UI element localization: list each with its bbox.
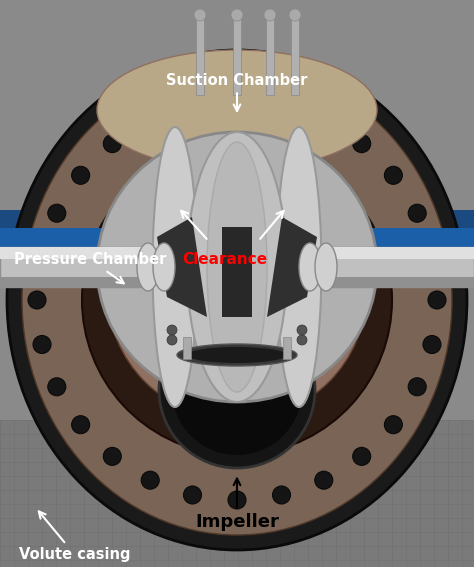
Circle shape [273,486,291,504]
Ellipse shape [107,160,367,420]
Circle shape [384,416,402,434]
Circle shape [297,335,307,345]
Ellipse shape [276,127,321,407]
Bar [233,15,241,95]
Bar [222,227,252,317]
Ellipse shape [299,243,321,291]
Ellipse shape [315,243,337,291]
Circle shape [353,134,371,153]
Wedge shape [82,146,229,454]
Circle shape [228,91,246,109]
Ellipse shape [153,127,198,407]
PathPatch shape [267,217,317,317]
Circle shape [141,111,159,129]
Circle shape [264,9,276,21]
Circle shape [183,96,201,114]
Ellipse shape [187,132,287,402]
Ellipse shape [137,243,159,291]
Circle shape [72,166,90,184]
Text: Suction Chamber: Suction Chamber [166,73,308,111]
Bar [0,265,474,287]
Bar [0,247,150,287]
Circle shape [273,96,291,114]
Circle shape [141,471,159,489]
Ellipse shape [97,50,377,170]
Ellipse shape [187,347,287,363]
Circle shape [289,9,301,21]
Text: Pressure Chamber: Pressure Chamber [14,252,166,284]
Ellipse shape [7,50,467,550]
Ellipse shape [97,132,377,402]
Circle shape [48,378,66,396]
Circle shape [33,336,51,353]
Circle shape [28,291,46,309]
Circle shape [423,247,441,264]
Ellipse shape [153,243,175,291]
Text: Impeller: Impeller [195,479,279,531]
Circle shape [103,447,121,466]
Circle shape [353,447,371,466]
Bar [0,210,474,285]
Circle shape [315,471,333,489]
Circle shape [423,336,441,353]
Bar [196,15,204,95]
PathPatch shape [157,217,207,317]
Circle shape [167,325,177,335]
Bar [324,277,474,287]
Text: Clearance: Clearance [182,252,268,267]
Circle shape [72,416,90,434]
Bar [0,247,150,259]
Ellipse shape [177,344,297,366]
Circle shape [103,134,121,153]
Bar [266,15,274,95]
Circle shape [172,325,302,455]
Bar [324,247,474,287]
Bar [0,210,35,285]
Bar [283,337,291,359]
Bar [0,228,474,260]
Circle shape [408,204,426,222]
Bar [291,15,299,95]
Circle shape [159,312,315,468]
Bar [439,210,474,285]
Circle shape [167,335,177,345]
Circle shape [297,325,307,335]
Circle shape [194,9,206,21]
Text: Volute casing: Volute casing [19,511,130,562]
Circle shape [33,247,51,264]
Circle shape [48,204,66,222]
Circle shape [428,291,446,309]
Circle shape [408,378,426,396]
Wedge shape [245,146,392,454]
Circle shape [315,111,333,129]
Ellipse shape [22,65,452,535]
Bar [183,337,191,359]
Circle shape [231,9,243,21]
Circle shape [228,491,246,509]
Bar [0,277,150,287]
Circle shape [384,166,402,184]
Bar [324,247,474,259]
Ellipse shape [207,142,267,392]
Polygon shape [0,420,474,567]
Circle shape [183,486,201,504]
